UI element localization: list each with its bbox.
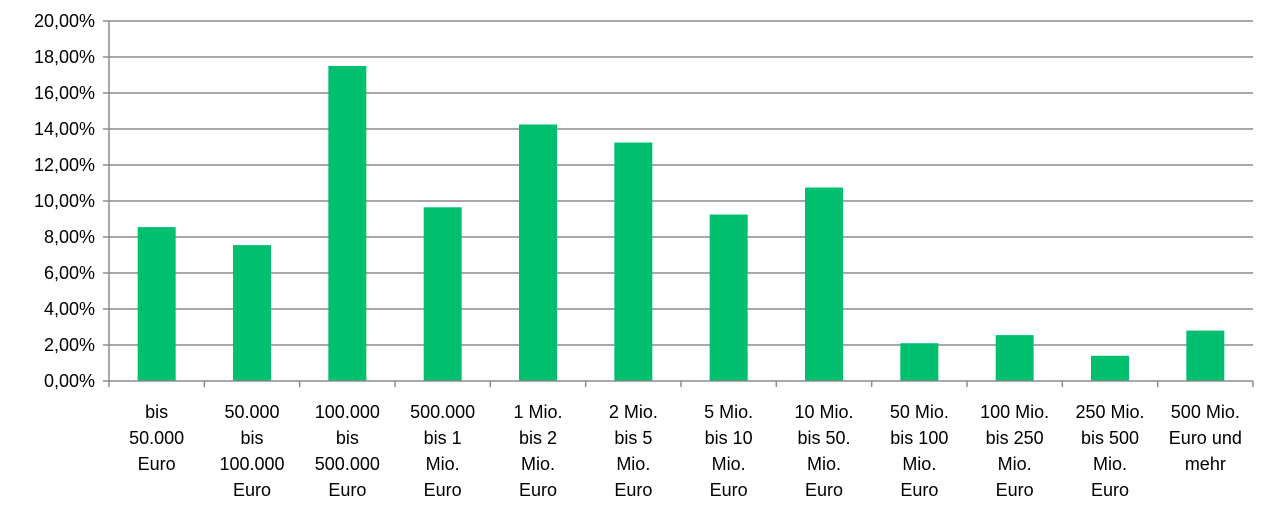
x-tick-label-line: 10 Mio. — [794, 402, 853, 422]
x-tick-label: 2 Mio. bis 5 Mio. Euro — [609, 402, 658, 500]
bars — [137, 66, 1225, 381]
x-tick-label-line: 50.000 — [129, 428, 184, 448]
x-tick-label-line: bis 1 — [424, 428, 462, 448]
x-tick-label-line: Euro — [519, 480, 557, 500]
bar — [709, 214, 748, 381]
x-tick-label-line: bis 50. — [797, 428, 850, 448]
bar — [328, 66, 367, 381]
x-tick-label-line: Euro — [710, 480, 748, 500]
x-tick-label-line: Euro — [900, 480, 938, 500]
bar — [137, 227, 176, 381]
x-tick-label-line: bis — [145, 402, 168, 422]
x-tick-label: 50 Mio. bis 100 Mio. Euro — [890, 402, 949, 500]
x-tick-label-line: 50.000 — [224, 402, 279, 422]
grid-lines — [109, 20, 1253, 346]
x-tick-label-line: 50 Mio. — [890, 402, 949, 422]
x-tick-label: 500 Mio. Euro und mehr — [1169, 402, 1242, 474]
x-tick-label-line: 500.000 — [410, 402, 475, 422]
x-tick-label-line: 5 Mio. — [704, 402, 753, 422]
y-tick-label: 8,00% — [44, 227, 95, 247]
x-tick-label: 100.000 bis 500.000 Euro — [315, 402, 380, 500]
x-tick-label-line: bis 10 — [705, 428, 753, 448]
x-tick-label-line: Mio. — [902, 454, 936, 474]
bar — [614, 142, 653, 381]
bar — [995, 335, 1034, 381]
x-tick-label: 5 Mio. bis 10 Mio. Euro — [704, 402, 753, 500]
x-tick-label-line: bis 250 — [986, 428, 1044, 448]
x-tick-label-line: mehr — [1185, 454, 1226, 474]
bar — [900, 343, 939, 381]
y-tick-label: 4,00% — [44, 299, 95, 319]
x-tick-label: bis 50.000 Euro — [129, 402, 184, 474]
x-tick-label: 10 Mio. bis 50. Mio. Euro — [794, 402, 853, 500]
y-tick-label: 2,00% — [44, 335, 95, 355]
y-tick-label: 20,00% — [34, 11, 95, 31]
axes — [103, 20, 1254, 387]
x-tick-label-line: Mio. — [807, 454, 841, 474]
y-tick-label: 14,00% — [34, 119, 95, 139]
x-tick-label-line: Euro — [1091, 480, 1129, 500]
y-axis-ticks: 0,00% 2,00% 4,00% 6,00% 8,00% 10,00% 12,00% 14,… — [34, 11, 95, 391]
bar — [1186, 330, 1225, 381]
y-tick-label: 16,00% — [34, 83, 95, 103]
x-tick-label-line: 100.000 — [315, 402, 380, 422]
x-tick-label-line: Euro — [805, 480, 843, 500]
y-tick-label: 12,00% — [34, 155, 95, 175]
x-tick-label-line: Mio. — [426, 454, 460, 474]
x-tick-label-line: bis 100 — [890, 428, 948, 448]
x-tick-label-line: Euro — [138, 454, 176, 474]
x-tick-label: 500.000 bis 1 Mio. Euro — [410, 402, 475, 500]
x-tick-label-line: Mio. — [1093, 454, 1127, 474]
x-tick-label-line: Euro — [424, 480, 462, 500]
x-tick-label-line: Euro — [614, 480, 652, 500]
bar — [233, 245, 271, 381]
y-tick-label: 0,00% — [44, 371, 95, 391]
x-tick-label-line: 500 Mio. — [1171, 402, 1240, 422]
x-tick-label-line: Euro — [996, 480, 1034, 500]
x-tick-label: 250 Mio. bis 500 Mio. Euro — [1075, 402, 1144, 500]
x-tick-label-line: Mio. — [998, 454, 1032, 474]
x-tick-label-line: Euro — [328, 480, 366, 500]
x-tick-label: 50.000 bis 100.000 Euro — [219, 402, 284, 500]
y-tick-label: 18,00% — [34, 47, 95, 67]
x-tick-label-line: Mio. — [712, 454, 746, 474]
x-tick-label: 100 Mio. bis 250 Mio. Euro — [980, 402, 1049, 500]
x-tick-label-line: bis 500 — [1081, 428, 1139, 448]
x-tick-label-line: bis — [336, 428, 359, 448]
bar — [1091, 355, 1129, 381]
x-tick-label-line: 250 Mio. — [1075, 402, 1144, 422]
x-tick-label-line: 1 Mio. — [513, 402, 562, 422]
x-tick-label-line: Euro — [233, 480, 271, 500]
x-tick-label-line: Mio. — [521, 454, 555, 474]
bar — [805, 187, 843, 381]
y-tick-label: 10,00% — [34, 191, 95, 211]
bar — [423, 207, 462, 381]
x-tick-label: 1 Mio. bis 2 Mio. Euro — [513, 402, 562, 500]
bar — [519, 124, 557, 381]
x-tick-label-line: Euro und — [1169, 428, 1242, 448]
x-tick-label-line: 500.000 — [315, 454, 380, 474]
x-tick-label-line: 100 Mio. — [980, 402, 1049, 422]
y-tick-label: 6,00% — [44, 263, 95, 283]
x-tick-label-line: bis — [240, 428, 263, 448]
x-tick-label-line: 100.000 — [219, 454, 284, 474]
x-tick-label-line: Mio. — [616, 454, 650, 474]
x-tick-label-line: 2 Mio. — [609, 402, 658, 422]
x-tick-label-line: bis 2 — [519, 428, 557, 448]
x-tick-label-line: bis 5 — [614, 428, 652, 448]
